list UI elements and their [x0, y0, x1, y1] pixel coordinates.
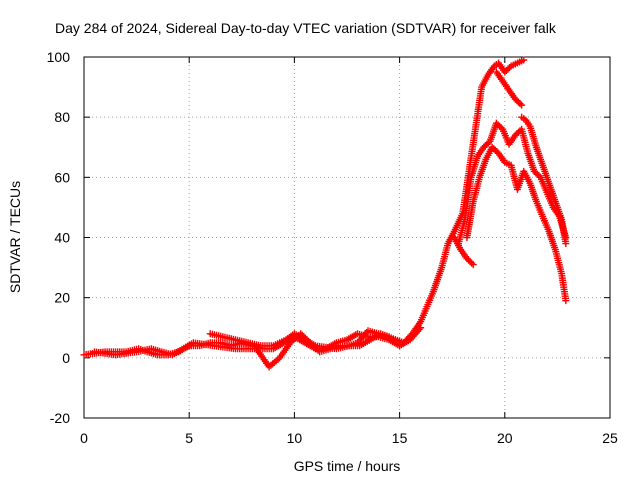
tick-layer: 0 5 10 15 20 25 -20 0 20 40 60 80 100: [47, 49, 618, 446]
grid-layer: [84, 57, 610, 418]
y-tick-label: -20: [50, 410, 70, 426]
data-point: [562, 240, 570, 248]
x-tick-label: 0: [80, 430, 88, 446]
data-marker: [497, 124, 505, 132]
data-point: [518, 101, 526, 109]
y-tick-label: 80: [54, 109, 70, 125]
data-marker: [535, 172, 543, 180]
y-tick-label: 40: [54, 230, 70, 246]
x-axis-label: GPS time / hours: [294, 458, 401, 474]
y-tick-label: 60: [54, 169, 70, 185]
y-axis-label: SDTVAR / TECUs: [7, 181, 23, 293]
data-point: [562, 297, 570, 305]
y-tick-label: 100: [47, 49, 71, 65]
data-point: [469, 261, 477, 269]
x-tick-label: 15: [392, 430, 408, 446]
chart-title: Day 284 of 2024, Sidereal Day-to-day VTE…: [55, 20, 557, 36]
y-tick-label: 20: [54, 290, 70, 306]
x-tick-label: 25: [602, 430, 618, 446]
x-tick-label: 5: [185, 430, 193, 446]
data-point: [520, 56, 528, 64]
x-tick-label: 20: [497, 430, 513, 446]
x-tick-label: 10: [287, 430, 303, 446]
y-tick-label: 0: [62, 350, 70, 366]
data-marker: [516, 100, 524, 108]
data-marker: [468, 259, 476, 267]
data-marker: [506, 64, 514, 72]
data-point: [385, 333, 393, 341]
plot-frame: [83, 56, 611, 419]
data-marker: [484, 139, 492, 147]
data-points: [80, 56, 570, 371]
